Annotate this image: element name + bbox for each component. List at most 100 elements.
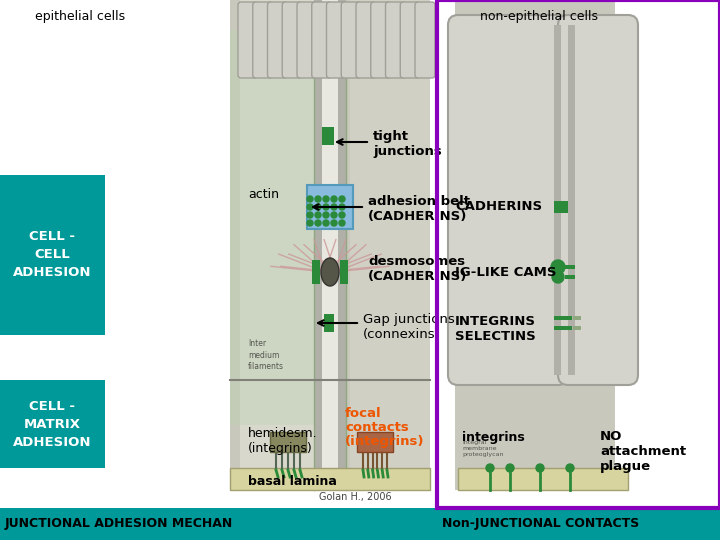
Bar	[312, 268, 320, 276]
Text: Golan H., 2006: Golan H., 2006	[319, 492, 391, 502]
Bar	[437, 508, 720, 540]
Circle shape	[331, 212, 337, 218]
FancyBboxPatch shape	[558, 15, 638, 385]
Bar	[312, 276, 320, 284]
FancyBboxPatch shape	[385, 2, 405, 78]
Circle shape	[331, 196, 337, 202]
Circle shape	[323, 212, 329, 218]
Circle shape	[506, 464, 514, 472]
Text: desmosomes
(CADHERINS): desmosomes (CADHERINS)	[368, 255, 467, 283]
Bar	[230, 468, 430, 490]
Bar	[340, 268, 348, 276]
Circle shape	[307, 204, 313, 210]
Text: non-epithelial cells: non-epithelial cells	[480, 10, 598, 23]
Circle shape	[323, 204, 329, 210]
Ellipse shape	[321, 258, 339, 286]
FancyBboxPatch shape	[356, 2, 376, 78]
FancyBboxPatch shape	[400, 2, 420, 78]
Text: integral
membrane
proteoglycan: integral membrane proteoglycan	[462, 440, 503, 457]
Text: CELL -
CELL
ADHESION: CELL - CELL ADHESION	[13, 231, 91, 280]
Text: Gap junctions
(connexins): Gap junctions (connexins)	[363, 313, 455, 341]
Circle shape	[331, 220, 337, 226]
Circle shape	[566, 464, 574, 472]
Circle shape	[339, 220, 345, 226]
FancyBboxPatch shape	[268, 2, 287, 78]
Text: integrins: integrins	[462, 430, 525, 443]
Bar	[322, 127, 328, 133]
Bar	[324, 326, 330, 332]
Circle shape	[339, 196, 345, 202]
Text: Inter
medium
filaments: Inter medium filaments	[248, 340, 284, 370]
Bar	[328, 133, 334, 139]
Bar	[270, 432, 306, 452]
Bar	[230, 0, 430, 490]
Text: contacts: contacts	[345, 421, 409, 434]
FancyBboxPatch shape	[341, 2, 361, 78]
Circle shape	[315, 196, 321, 202]
FancyBboxPatch shape	[282, 2, 302, 78]
Bar	[458, 468, 628, 490]
Bar	[328, 320, 334, 326]
Bar	[573, 316, 581, 320]
Circle shape	[307, 212, 313, 218]
Circle shape	[552, 271, 564, 283]
Bar	[230, 30, 314, 425]
Bar	[328, 139, 334, 145]
Bar	[437, 0, 720, 508]
Text: JUNCTIONAL ADHESION MECHAN: JUNCTIONAL ADHESION MECHAN	[5, 517, 233, 530]
Text: IG-LIKE CAMS: IG-LIKE CAMS	[455, 266, 557, 279]
FancyBboxPatch shape	[415, 2, 435, 78]
FancyBboxPatch shape	[297, 2, 317, 78]
Bar	[338, 0, 346, 490]
Bar	[554, 25, 561, 375]
Bar	[350, 0, 430, 490]
FancyBboxPatch shape	[253, 2, 273, 78]
Text: CELL -
MATRIX
ADHESION: CELL - MATRIX ADHESION	[13, 400, 91, 449]
Bar	[554, 209, 568, 213]
Bar	[554, 205, 568, 209]
Bar	[568, 25, 575, 375]
Bar	[0, 508, 437, 540]
Circle shape	[331, 204, 337, 210]
Bar	[328, 127, 334, 133]
Text: focal: focal	[345, 407, 382, 420]
Text: Non-JUNCTIONAL CONTACTS: Non-JUNCTIONAL CONTACTS	[442, 517, 639, 530]
Bar	[554, 201, 568, 205]
Text: CADHERINS: CADHERINS	[455, 200, 542, 213]
Bar	[322, 0, 338, 490]
FancyBboxPatch shape	[371, 2, 391, 78]
Text: hemidesm.
(integrins): hemidesm. (integrins)	[248, 427, 318, 455]
Bar	[573, 326, 581, 330]
Circle shape	[315, 212, 321, 218]
Circle shape	[551, 260, 565, 274]
Bar	[0, 380, 105, 468]
Text: INTEGRINS
SELECTINS: INTEGRINS SELECTINS	[455, 315, 536, 343]
FancyBboxPatch shape	[238, 2, 258, 78]
Circle shape	[307, 220, 313, 226]
Bar	[554, 326, 572, 330]
Circle shape	[323, 196, 329, 202]
Bar	[328, 326, 334, 332]
Circle shape	[323, 220, 329, 226]
Bar	[554, 316, 572, 320]
Bar	[455, 0, 615, 490]
Bar	[328, 314, 334, 320]
Bar	[340, 260, 348, 268]
Text: NO
attachment
plague: NO attachment plague	[600, 430, 686, 473]
Bar	[322, 133, 328, 139]
Bar	[565, 265, 575, 269]
Bar	[240, 0, 320, 490]
Circle shape	[339, 204, 345, 210]
FancyBboxPatch shape	[326, 2, 346, 78]
Bar	[324, 314, 330, 320]
Text: epithelial cells: epithelial cells	[35, 10, 125, 23]
Circle shape	[536, 464, 544, 472]
Circle shape	[307, 196, 313, 202]
Text: basal lamina: basal lamina	[248, 475, 337, 488]
Circle shape	[315, 220, 321, 226]
Bar	[357, 432, 393, 452]
FancyBboxPatch shape	[312, 2, 332, 78]
Text: adhesion belt
(CADHERINS): adhesion belt (CADHERINS)	[368, 195, 470, 223]
Bar	[565, 275, 575, 279]
FancyBboxPatch shape	[448, 15, 568, 385]
